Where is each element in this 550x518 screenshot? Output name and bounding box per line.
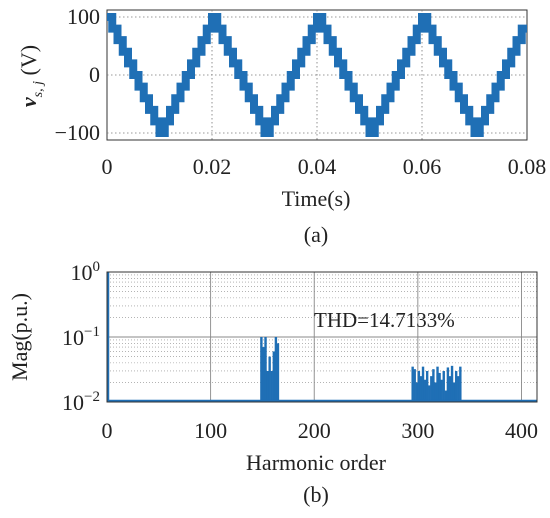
harmonic-bar: [438, 372, 441, 402]
harmonic-bar: [262, 347, 265, 402]
x-tick-label: 0.08: [508, 154, 547, 179]
y-axis-subscript-a: s, j: [31, 81, 46, 97]
harmonic-bar: [419, 376, 423, 402]
harmonic-bar: [428, 385, 431, 402]
y-tick-labels-a: −100 0 100: [55, 4, 100, 145]
x-tick-label: 0.02: [193, 154, 232, 179]
harmonic-bar: [459, 366, 462, 402]
thd-annotation: THD=14.7133%: [314, 308, 455, 332]
x-tick-label: 300: [401, 418, 434, 443]
harmonic-bar: [452, 382, 456, 402]
y-tick-labels-b: 10−2 10−1 100: [62, 259, 100, 415]
y-tick-label: 0: [89, 62, 100, 87]
harmonic-bar: [457, 376, 460, 402]
y-axis-label-a: vs, j (V): [16, 45, 46, 107]
harmonic-bar: [434, 382, 437, 402]
harmonic-bar: [417, 370, 421, 402]
harmonic-bar: [440, 379, 443, 402]
harmonic-bar: [415, 382, 419, 402]
y-tick-label: 10−1: [62, 324, 100, 350]
gridlines-a: [107, 10, 527, 140]
y-axis-unit-a: (V): [16, 45, 41, 81]
harmonic-bar: [264, 337, 267, 402]
harmonic-bar: [274, 337, 278, 402]
x-tick-label: 0: [102, 154, 113, 179]
series-line: [107, 12, 527, 138]
harmonic-bar: [442, 370, 445, 402]
harmonic-bar: [272, 351, 276, 402]
y-axis-symbol-a: v: [16, 97, 41, 107]
x-tick-label: 0.06: [403, 154, 442, 179]
harmonic-bar: [260, 337, 263, 402]
gridlines-b: [106, 271, 537, 403]
y-tick-label: 100: [67, 4, 100, 29]
harmonic-bar: [430, 376, 433, 402]
x-tick-label: 0.04: [298, 154, 337, 179]
panel-caption-a: (a): [304, 222, 328, 247]
harmonic-bar: [423, 379, 427, 402]
x-tick-label: 400: [505, 418, 538, 443]
x-tick-label: 200: [298, 418, 331, 443]
harmonic-bar: [268, 356, 271, 402]
fundamental-bar: [106, 272, 110, 402]
harmonic-bar: [411, 366, 414, 402]
x-axis-label-a: Time(s): [282, 186, 351, 211]
harmonic-bar: [276, 343, 280, 402]
harmonic-bar: [436, 366, 439, 402]
harmonic-bar: [450, 365, 454, 402]
harmonic-bar: [454, 370, 458, 402]
harmonic-bar: [446, 367, 450, 402]
harmonic-bar: [421, 366, 425, 402]
x-tick-label: 100: [194, 418, 227, 443]
plot-frame-b: [106, 271, 538, 403]
x-axis-label-b: Harmonic order: [246, 450, 387, 475]
y-axis-label-b: Mag(p.u.): [7, 293, 32, 381]
panel-caption-b: (b): [303, 482, 329, 507]
harmonic-bar: [413, 369, 416, 402]
x-tick-labels-b: 0 100 200 300 400: [102, 418, 538, 443]
y-tick-label: 10−2: [62, 389, 100, 415]
y-tick-label: 100: [71, 259, 101, 285]
x-tick-labels-a: 0 0.02 0.04 0.06 0.08: [102, 154, 547, 179]
harmonic-bar: [270, 370, 273, 402]
harmonic-bar: [432, 369, 435, 402]
harmonic-bar: [425, 370, 429, 402]
x-tick-label: 0: [102, 418, 113, 443]
harmonic-bar: [448, 376, 452, 402]
series-line-a: [107, 12, 527, 138]
panel-b-harmonic-spectrum: 0 100 200 300 400 10−2 10−1 100 THD=14.7133% H…: [7, 259, 538, 507]
y-tick-label: −100: [55, 120, 100, 145]
harmonic-bars: [106, 272, 537, 403]
harmonic-bar: [444, 390, 448, 402]
harmonic-bar: [266, 370, 269, 402]
